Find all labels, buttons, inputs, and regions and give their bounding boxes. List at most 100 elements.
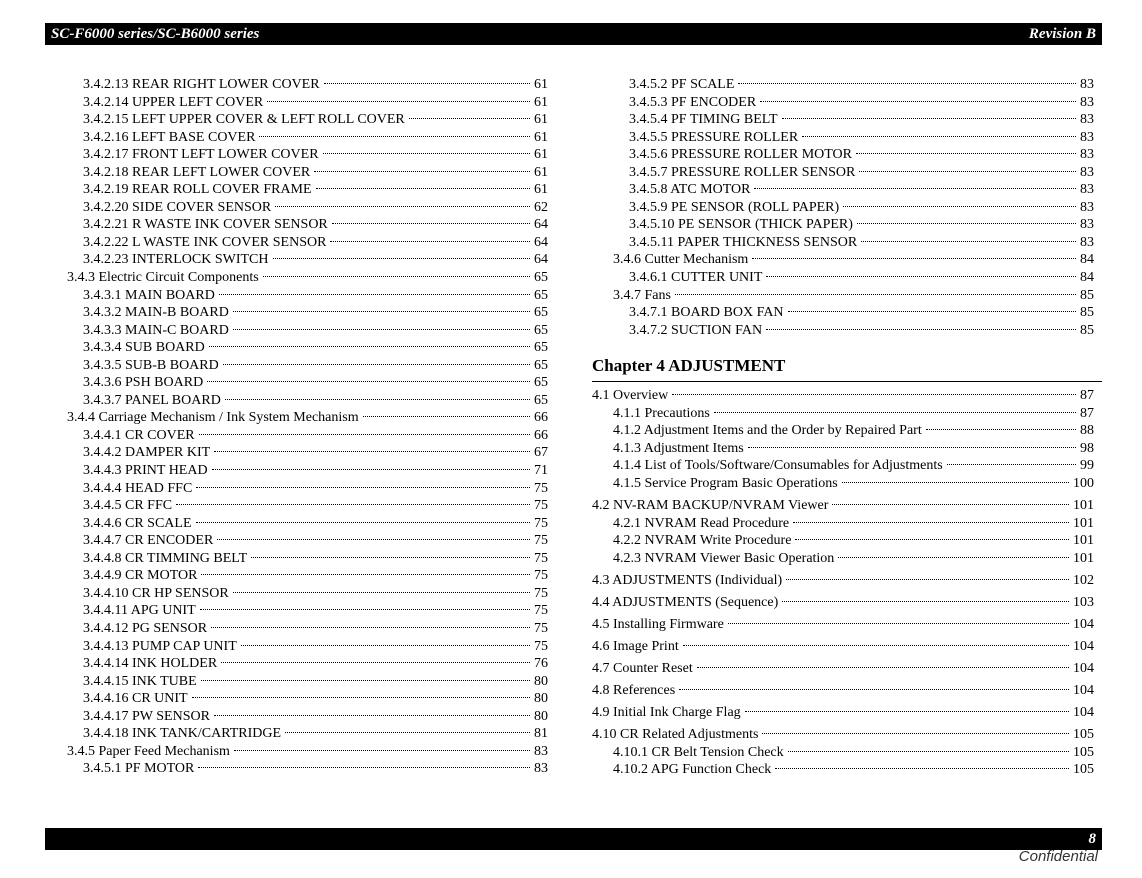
toc-entry[interactable]: 3.4.4.5 CR FFC 75 [67,497,548,515]
toc-entry[interactable]: 3.4.5.11 PAPER THICKNESS SENSOR 83 [592,234,1094,252]
dot-leader [176,504,530,506]
toc-entry[interactable]: 4.4 ADJUSTMENTS (Sequence) 103 [592,594,1094,612]
toc-entry[interactable]: 3.4.2.16 LEFT BASE COVER 61 [67,129,548,147]
toc-entry-title: 4.1.1 Precautions [613,405,710,421]
toc-entry[interactable]: 3.4.3.4 SUB BOARD 65 [67,339,548,357]
toc-entry[interactable]: 3.4.4.7 CR ENCODER 75 [67,532,548,550]
toc-entry[interactable]: 3.4.4.9 CR MOTOR 75 [67,567,548,585]
toc-entry[interactable]: 3.4.2.21 R WASTE INK COVER SENSOR 64 [67,216,548,234]
toc-entry[interactable]: 3.4.5.1 PF MOTOR 83 [67,760,548,778]
toc-entry[interactable]: 3.4.4.13 PUMP CAP UNIT 75 [67,638,548,656]
toc-entry[interactable]: 4.10.2 APG Function Check 105 [592,761,1094,779]
toc-entry[interactable]: 3.4.4.8 CR TIMMING BELT 75 [67,550,548,568]
toc-entry[interactable]: 4.6 Image Print 104 [592,638,1094,656]
toc-entry[interactable]: 3.4.7 Fans 85 [592,287,1094,305]
toc-entry-page: 64 [534,252,548,268]
toc-entry[interactable]: 3.4.6 Cutter Mechanism 84 [592,251,1094,269]
toc-entry[interactable]: 3.4.7.2 SUCTION FAN 85 [592,322,1094,340]
toc-entry[interactable]: 4.1.1 Precautions 87 [592,405,1094,423]
toc-entry-page: 104 [1073,638,1094,654]
toc-entry[interactable]: 4.2.2 NVRAM Write Procedure 101 [592,532,1094,550]
toc-entry[interactable]: 3.4.4.11 APG UNIT 75 [67,602,548,620]
toc-entry[interactable]: 3.4.4.17 PW SENSOR 80 [67,708,548,726]
toc-entry[interactable]: 4.9 Initial Ink Charge Flag 104 [592,704,1094,722]
toc-entry[interactable]: 3.4.5.5 PRESSURE ROLLER 83 [592,129,1094,147]
toc-entry[interactable]: 3.4.2.13 REAR RIGHT LOWER COVER 61 [67,76,548,94]
toc-entry[interactable]: 3.4.2.15 LEFT UPPER COVER & LEFT ROLL CO… [67,111,548,129]
toc-entry-title: 3.4.7.2 SUCTION FAN [629,322,763,338]
toc-entry[interactable]: 3.4.4.10 CR HP SENSOR 75 [67,585,548,603]
toc-entry[interactable]: 4.10 CR Related Adjustments 105 [592,726,1094,744]
toc-entry[interactable]: 4.1.4 List of Tools/Software/Consumables… [592,457,1094,475]
dot-leader [832,503,1069,505]
toc-entry-title: 4.2.2 NVRAM Write Procedure [613,533,792,549]
toc-entry[interactable]: 4.2 NV-RAM BACKUP/NVRAM Viewer 101 [592,497,1094,515]
toc-entry[interactable]: 3.4.2.22 L WASTE INK COVER SENSOR 64 [67,234,548,252]
toc-entry-page: 66 [534,410,548,426]
toc-entry[interactable]: 3.4.5.3 PF ENCODER 83 [592,94,1094,112]
toc-entry[interactable]: 3.4.4.3 PRINT HEAD 71 [67,462,548,480]
toc-entry[interactable]: 3.4.5.7 PRESSURE ROLLER SENSOR 83 [592,164,1094,182]
toc-entry[interactable]: 4.3 ADJUSTMENTS (Individual) 102 [592,572,1094,590]
toc-entry[interactable]: 3.4.7.1 BOARD BOX FAN 85 [592,304,1094,322]
toc-entry[interactable]: 3.4.2.23 INTERLOCK SWITCH 64 [67,251,548,269]
dot-leader [222,363,530,365]
toc-entry[interactable]: 4.1.2 Adjustment Items and the Order by … [592,422,1094,440]
toc-entry[interactable]: 3.4.4.18 INK TANK/CARTRIDGE 81 [67,725,548,743]
toc-entry[interactable]: 3.4.4.15 INK TUBE 80 [67,673,548,691]
toc-entry-page: 88 [1080,423,1094,439]
dot-leader [331,223,530,225]
toc-entry-title: 3.4.7.1 BOARD BOX FAN [629,305,784,321]
toc-entry[interactable]: 3.4.3.7 PANEL BOARD 65 [67,392,548,410]
toc-entry[interactable]: 4.8 References 104 [592,682,1094,700]
toc-entry[interactable]: 3.4.5.8 ATC MOTOR 83 [592,181,1094,199]
toc-entry[interactable]: 3.4.2.18 REAR LEFT LOWER COVER 61 [67,164,548,182]
toc-entry[interactable]: 4.5 Installing Firmware 104 [592,616,1094,634]
toc-entry[interactable]: 3.4.2.19 REAR ROLL COVER FRAME 61 [67,181,548,199]
toc-entry[interactable]: 3.4.4.6 CR SCALE 75 [67,515,548,533]
toc-entry[interactable]: 4.2.3 NVRAM Viewer Basic Operation 101 [592,550,1094,568]
toc-entry[interactable]: 3.4.3.3 MAIN-C BOARD 65 [67,322,548,340]
toc-entry-page: 61 [534,77,548,92]
toc-entry-page: 83 [1080,129,1094,145]
dot-leader [762,733,1069,734]
toc-entry[interactable]: 3.4.3.6 PSH BOARD 65 [67,374,548,392]
toc-entry-title: 4.5 Installing Firmware [592,616,724,632]
toc-entry[interactable]: 4.10.1 CR Belt Tension Check 105 [592,744,1094,762]
dot-leader [682,644,1069,646]
toc-entry[interactable]: 3.4.4.14 INK HOLDER 76 [67,655,548,673]
toc-entry[interactable]: 3.4.4.1 CR COVER 66 [67,427,548,445]
dot-leader [744,710,1069,712]
toc-entry[interactable]: 3.4.5.2 PF SCALE 83 [592,76,1094,94]
toc-entry[interactable]: 3.4.3.5 SUB-B BOARD 65 [67,357,548,375]
toc-entry[interactable]: 3.4.5.9 PE SENSOR (ROLL PAPER) 83 [592,199,1094,217]
toc-entry[interactable]: 3.4.2.14 UPPER LEFT COVER 61 [67,94,548,112]
toc-entry[interactable]: 3.4.5.6 PRESSURE ROLLER MOTOR 83 [592,146,1094,164]
toc-entry[interactable]: 4.1.5 Service Program Basic Operations 10… [592,475,1094,493]
toc-entry[interactable]: 3.4.5.4 PF TIMING BELT 83 [592,111,1094,129]
dot-leader [696,666,1069,668]
toc-entry[interactable]: 3.4.4.4 HEAD FFC 75 [67,480,548,498]
toc-entry[interactable]: 3.4.4.12 PG SENSOR 75 [67,620,548,638]
toc-entry[interactable]: 3.4.5.10 PE SENSOR (THICK PAPER) 83 [592,216,1094,234]
toc-entry[interactable]: 3.4.3.1 MAIN BOARD 65 [67,287,548,305]
toc-entry[interactable]: 3.4.2.20 SIDE COVER SENSOR 62 [67,199,548,217]
page-header: SC-F6000 series/SC-B6000 series Revision… [45,23,1102,45]
toc-entry[interactable]: 3.4.3.2 MAIN-B BOARD 65 [67,304,548,322]
toc-entry-page: 101 [1073,515,1094,531]
toc-entry[interactable]: 3.4.3 Electric Circuit Components 65 [67,269,548,287]
dot-leader [787,311,1076,313]
toc-entry[interactable]: 4.7 Counter Reset 104 [592,660,1094,678]
toc-entry[interactable]: 3.4.4.2 DAMPER KIT 67 [67,444,548,462]
toc-entry-title: 4.10.2 APG Function Check [613,762,772,778]
toc-entry[interactable]: 4.1.3 Adjustment Items 98 [592,440,1094,458]
dot-leader [861,240,1076,242]
toc-entry[interactable]: 3.4.4 Carriage Mechanism / Ink System Me… [67,409,548,427]
toc-entry[interactable]: 3.4.2.17 FRONT LEFT LOWER COVER 61 [67,146,548,164]
toc-entry[interactable]: 4.1 Overview 87 [592,387,1094,405]
toc-entry[interactable]: 4.2.1 NVRAM Read Procedure 101 [592,515,1094,533]
dot-leader [232,591,530,593]
toc-entry[interactable]: 3.4.5 Paper Feed Mechanism 83 [67,743,548,761]
toc-entry[interactable]: 3.4.6.1 CUTTER UNIT 84 [592,269,1094,287]
toc-entry[interactable]: 3.4.4.16 CR UNIT 80 [67,690,548,708]
